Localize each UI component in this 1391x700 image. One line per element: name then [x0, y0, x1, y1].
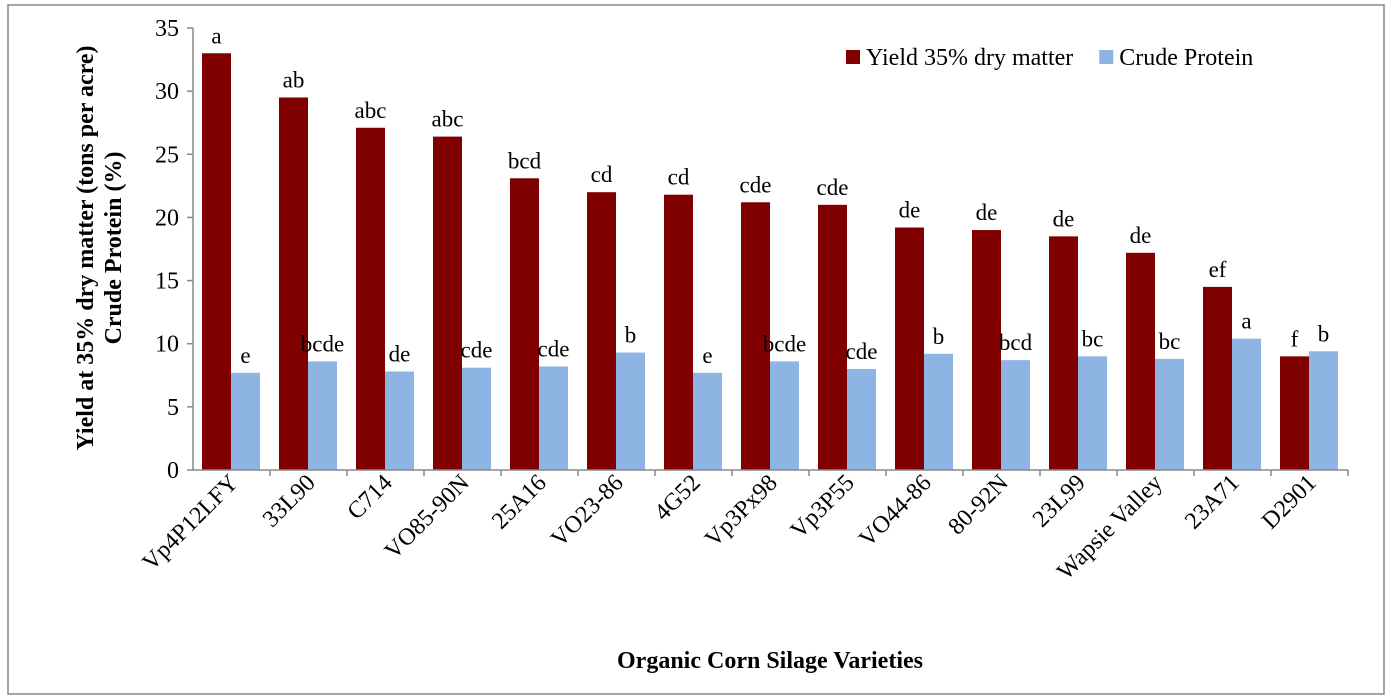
bar: [510, 178, 539, 470]
bar: [616, 352, 645, 470]
y-tick-label: 25: [155, 142, 179, 168]
bar-letter: cde: [846, 339, 878, 364]
bar: [847, 368, 876, 470]
bar-letter: e: [702, 343, 712, 368]
bar: [1203, 286, 1232, 470]
bar: [693, 372, 722, 470]
bar: [356, 127, 385, 470]
bar: [664, 194, 693, 470]
bar-letter: a: [1241, 309, 1251, 334]
bar-letter: de: [899, 198, 921, 223]
bar: [279, 97, 308, 470]
bar-letter: f: [1291, 326, 1299, 351]
bar-letter: abc: [432, 107, 464, 132]
legend-swatch: [846, 50, 860, 64]
bar-letter: bc: [1159, 329, 1181, 354]
bar-letter: cd: [591, 162, 613, 187]
bar-letter: bcd: [508, 148, 542, 173]
legend-label: Yield 35% dry matter: [866, 45, 1073, 71]
bar: [770, 361, 799, 470]
bar-letter: bcd: [999, 330, 1033, 355]
bar-letter: abc: [355, 98, 387, 123]
bar-letter: bcde: [301, 331, 344, 356]
y-tick-label: 35: [155, 16, 179, 42]
y-axis-title: Yield at 35% dry matter (tons per acre): [73, 45, 99, 450]
bar-letter: b: [625, 323, 637, 348]
bar: [308, 361, 337, 470]
bar: [587, 192, 616, 470]
bar-letter: cde: [538, 336, 570, 361]
bar: [1232, 338, 1261, 470]
bar: [433, 136, 462, 470]
legend-label: Crude Protein: [1119, 45, 1253, 71]
bar-letter: b: [1318, 321, 1330, 346]
bar: [972, 230, 1001, 470]
bar-letter: ab: [283, 67, 305, 92]
y-tick-label: 20: [155, 205, 179, 231]
bar: [1049, 236, 1078, 470]
bar-letter: cd: [668, 165, 690, 190]
x-axis-title: Organic Corn Silage Varieties: [617, 648, 923, 674]
legend-swatch: [1099, 50, 1114, 64]
bar: [462, 367, 491, 470]
bar-letter: b: [933, 324, 945, 349]
bar: [1126, 252, 1155, 470]
bar: [385, 371, 414, 470]
bar: [741, 202, 770, 470]
bar: [231, 372, 260, 470]
bar: [202, 53, 231, 470]
bar: [1309, 351, 1338, 470]
bar-letter: de: [1130, 223, 1152, 248]
bar: [1155, 358, 1184, 470]
bar-letter: de: [389, 341, 411, 366]
bar: [895, 227, 924, 470]
bar-letter: de: [1053, 206, 1075, 231]
y-tick-label: 15: [155, 269, 179, 295]
bar: [539, 366, 568, 470]
bar-letter: de: [976, 200, 998, 225]
bar: [1280, 356, 1309, 470]
y-tick-label: 30: [155, 79, 179, 105]
y-axis-title: Crude Protein (%): [101, 152, 127, 345]
bar-letter: bcde: [763, 331, 806, 356]
bar-letter: cde: [461, 338, 493, 363]
y-tick-label: 0: [167, 458, 179, 484]
bar-letter: ef: [1209, 257, 1227, 282]
y-tick-label: 5: [167, 395, 179, 421]
bar: [1001, 360, 1030, 470]
bar: [924, 353, 953, 470]
bar-letter: e: [240, 343, 250, 368]
bar-letter: bc: [1082, 326, 1104, 351]
bar: [1078, 356, 1107, 470]
bar-letter: cde: [740, 172, 772, 197]
bar-letter: cde: [817, 175, 849, 200]
bar-letter: a: [211, 23, 221, 48]
bar: [818, 204, 847, 471]
y-tick-label: 10: [155, 332, 179, 358]
